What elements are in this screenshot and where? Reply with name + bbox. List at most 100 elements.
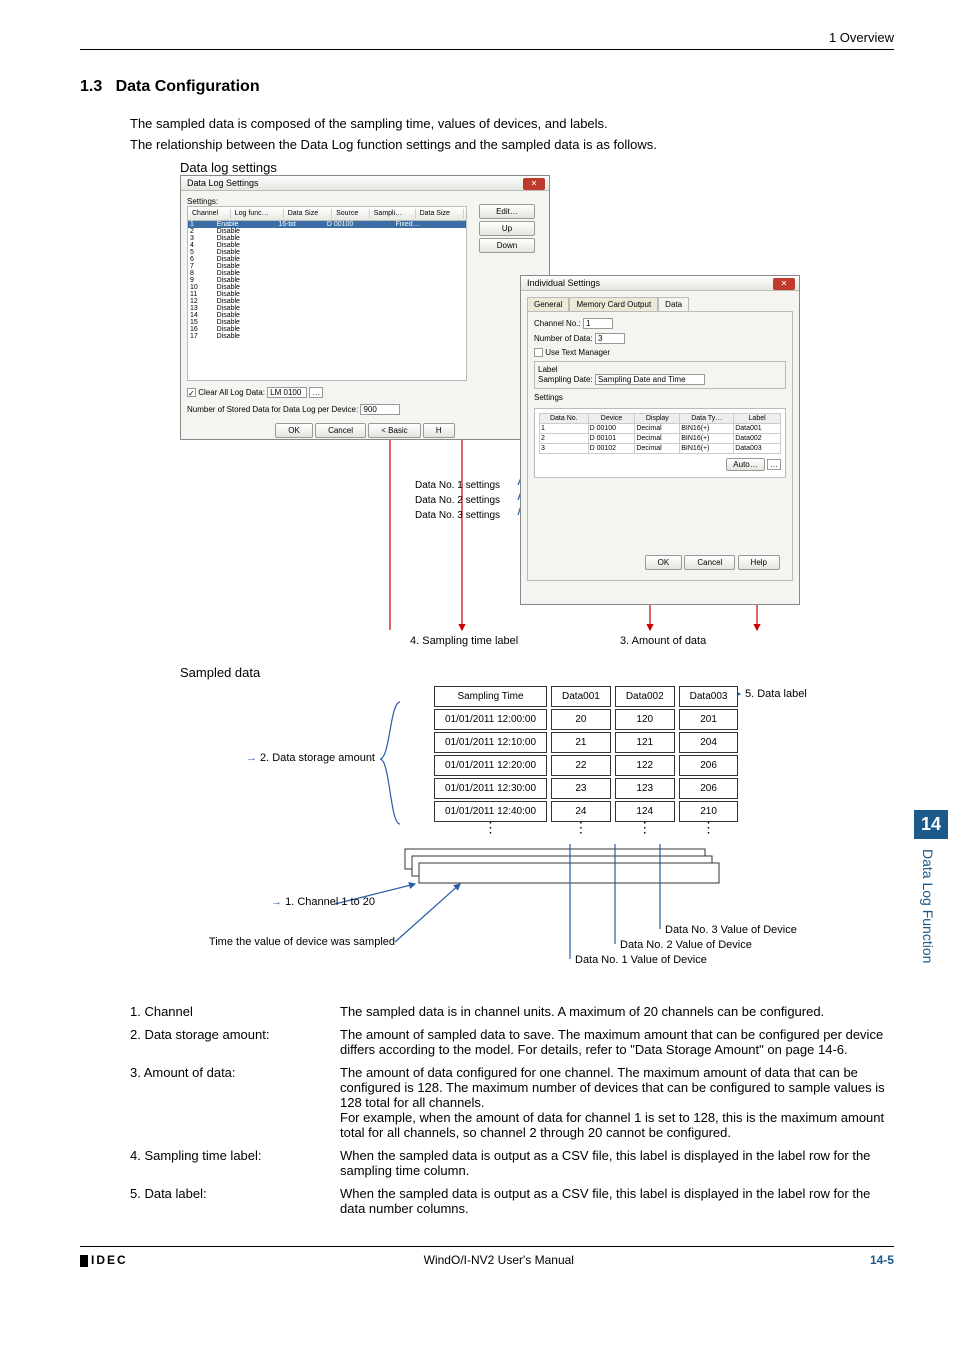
dlg1-title: Data Log Settings [181,176,549,191]
table-row[interactable]: 1D 00100DecimalBIN16(+)Data001 [540,424,781,434]
col-datasize: Data Size [286,209,332,218]
table-row[interactable]: 10Disable [188,284,466,291]
edit-button[interactable]: Edit… [479,204,535,219]
ann-storage: 2. Data storage amount [260,752,375,764]
col-datatype: Data Ty… [680,414,734,424]
up-button[interactable]: Up [479,221,535,236]
stored-value[interactable]: 900 [360,404,400,415]
settings-label: Settings [534,393,786,402]
dlg1-close-icon[interactable]: ✕ [523,178,545,190]
auto-button[interactable]: Auto… [726,458,764,471]
intro-1: The sampled data is composed of the samp… [130,116,894,131]
table-row[interactable]: 2D 00101DecimalBIN16(+)Data002 [540,434,781,444]
table-row[interactable]: 1Enable16-bitD 00100Fixed… [188,221,466,228]
col-channel: Channel [190,209,231,218]
sh-d1: Data001 [551,686,611,707]
section-name: Data Configuration [116,78,260,95]
col-logfunc: Log func… [233,209,284,218]
table-row[interactable]: 3Disable [188,235,466,242]
dlg1-cancel-button[interactable]: Cancel [315,423,366,438]
definition-value: When the sampled data is output as a CSV… [340,1148,894,1178]
table-row[interactable]: 8Disable [188,270,466,277]
table-row[interactable]: 13Disable [188,305,466,312]
dlg2-help-button[interactable]: Help [738,555,780,570]
clear-browse[interactable]: … [309,387,323,398]
table-row[interactable]: 4Disable [188,242,466,249]
down-button[interactable]: Down [479,238,535,253]
dlg1-list-header: Channel Log func… Data Size Source Sampl… [187,206,467,221]
dlg2-title: Individual Settings [521,276,799,291]
auto-browse[interactable]: … [767,459,781,470]
table-row: 01/01/2011 12:00:0020120201 [434,709,738,730]
table-row[interactable]: 16Disable [188,326,466,333]
side-tab-num: 14 [914,810,948,839]
page-footer: IDEC WindO/I-NV2 User's Manual 14-5 [80,1246,894,1267]
clear-label: Clear All Log Data: [198,388,265,397]
dlg2-cancel-button[interactable]: Cancel [684,555,735,570]
sampdate-value[interactable]: Sampling Date and Time [595,374,705,385]
dlg1-help-button[interactable]: H [423,423,455,438]
table-row[interactable]: 17Disable [188,333,466,340]
definition-key: 4. Sampling time label: [130,1148,340,1178]
definition-key: 2. Data storage amount: [130,1027,340,1057]
dlg2-close-icon[interactable]: ✕ [773,278,795,290]
sh-time: Sampling Time [434,686,547,707]
table-row: 01/01/2011 12:20:0022122206 [434,755,738,776]
col-display: Display [635,414,680,424]
table-row[interactable]: 12Disable [188,298,466,305]
ann-v1: Data No. 1 Value of Device [575,954,707,966]
section-title: 1.3 Data Configuration [80,78,894,96]
definition-row: 5. Data label:When the sampled data is o… [130,1186,894,1216]
table-row[interactable]: 9Disable [188,277,466,284]
definition-value: The amount of sampled data to save. The … [340,1027,894,1057]
ann-samp-time: 4. Sampling time label [410,635,518,647]
definition-key: 5. Data label: [130,1186,340,1216]
dialog-data-log-settings: Data Log Settings ✕ Settings: Channel Lo… [180,175,550,440]
dlg1-list[interactable]: 1Enable16-bitD 00100Fixed…2Disable3Disab… [187,221,467,381]
dlg1-ok-button[interactable]: OK [275,423,313,438]
clear-value[interactable]: LM 0100 [267,387,307,398]
table-row[interactable]: 15Disable [188,319,466,326]
table-row[interactable]: 2Disable [188,228,466,235]
definition-value: The amount of data configured for one ch… [340,1065,894,1140]
col-datasize2: Data Size [418,209,464,218]
table-row[interactable]: 5Disable [188,249,466,256]
ann-v2: Data No. 2 Value of Device [620,939,752,951]
table-row[interactable]: 14Disable [188,312,466,319]
stored-label: Number of Stored Data for Data Log per D… [187,405,358,414]
ann-v3: Data No. 3 Value of Device [665,924,797,936]
page-header: 1 Overview [80,30,894,50]
table-row[interactable]: 11Disable [188,291,466,298]
table-row[interactable]: 7Disable [188,263,466,270]
table-row[interactable]: 6Disable [188,256,466,263]
intro-2: The relationship between the Data Log fu… [130,137,894,152]
tab-general[interactable]: General [527,297,569,311]
footer-logo: IDEC [80,1253,128,1267]
col-datano: Data No. [540,414,589,424]
dlg2-ok-button[interactable]: OK [645,555,683,570]
definition-key: 3. Amount of data: [130,1065,340,1140]
use-tm-checkbox[interactable] [534,348,543,357]
dlg1-basic-button[interactable]: < Basic [368,423,420,438]
definition-row: 3. Amount of data:The amount of data con… [130,1065,894,1140]
fig-caption-top: Data log settings [180,160,894,175]
table-row[interactable]: 3D 00102DecimalBIN16(+)Data003 [540,444,781,454]
numdata-value[interactable]: 3 [595,333,625,344]
tab-data[interactable]: Data [658,297,689,311]
sh-d3: Data003 [679,686,739,707]
col-source: Source [334,209,370,218]
sampled-table: Sampling Time Data001 Data002 Data003 01… [430,684,742,833]
sampdate-label: Sampling Date: [538,375,593,384]
section-num: 1.3 [80,78,102,95]
channel-value[interactable]: 1 [583,318,613,329]
col-sampling: Sampli… [372,209,416,218]
ann-channel: 1. Channel 1 to 20 [285,896,375,908]
clear-checkbox[interactable] [187,388,196,397]
dlg2-settings-table: Data No. Device Display Data Ty… Label 1… [534,408,786,478]
ann-d1: Data No. 1 settings [415,480,500,491]
tab-memory[interactable]: Memory Card Output [569,297,658,311]
definition-value: The sampled data is in channel units. A … [340,1004,894,1019]
col-device: Device [588,414,635,424]
channel-label: Channel No.: [534,319,581,328]
ann-d2: Data No. 2 settings [415,495,500,506]
